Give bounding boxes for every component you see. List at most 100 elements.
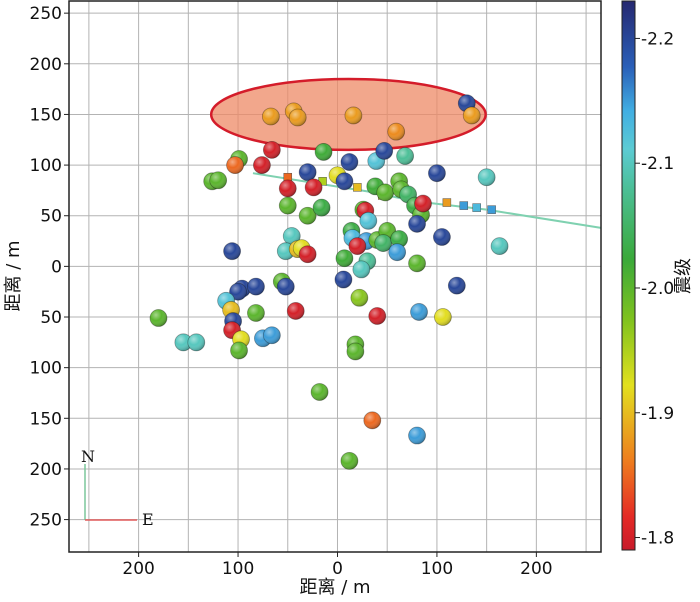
x-tick-label: 0 xyxy=(332,559,343,579)
y-tick-label: 200 xyxy=(30,55,62,75)
event-point xyxy=(346,342,365,361)
event-point xyxy=(298,245,317,264)
event-point xyxy=(350,288,369,307)
event-point-shade xyxy=(359,212,377,230)
event-point-shade xyxy=(408,427,426,445)
event-point-shade xyxy=(289,108,307,126)
event-point xyxy=(286,302,305,320)
event-point-shade xyxy=(279,179,297,197)
event-point xyxy=(376,183,395,202)
colorbar-tick-label: -1.8 xyxy=(641,529,674,549)
y-axis-title: 距离 / m xyxy=(3,240,24,311)
event-point-shade xyxy=(299,207,317,225)
event-point xyxy=(314,143,333,161)
y-tick-label: 50 xyxy=(40,308,62,328)
event-point xyxy=(278,179,297,198)
event-point-shade xyxy=(299,163,317,181)
event-point xyxy=(340,451,359,470)
events-layer xyxy=(149,94,509,470)
event-point xyxy=(247,277,265,296)
event-point-shade xyxy=(247,278,265,296)
event-point-shade xyxy=(305,178,323,196)
event-point xyxy=(230,341,248,360)
event-point-shade xyxy=(315,143,333,161)
event-point xyxy=(447,276,466,295)
event-point-shade xyxy=(230,341,248,359)
event-point xyxy=(174,333,193,352)
event-point-shade xyxy=(209,171,227,189)
event-point xyxy=(276,277,295,296)
colorbar-tick-label: -2.0 xyxy=(641,279,674,299)
event-point xyxy=(261,107,280,126)
event-point-shade xyxy=(344,106,362,124)
well-stage-marker xyxy=(459,201,469,210)
event-point-shade xyxy=(334,271,352,289)
event-point-shade xyxy=(187,333,205,351)
event-point-shade xyxy=(348,237,366,255)
event-point xyxy=(288,108,307,127)
event-point xyxy=(282,227,301,245)
event-point xyxy=(408,214,426,233)
event-point xyxy=(410,303,428,321)
event-point-shade xyxy=(340,452,358,470)
event-point-shade xyxy=(408,215,426,233)
event-point-shade xyxy=(226,156,244,174)
y-tick-label: 100 xyxy=(30,156,62,176)
colorbar xyxy=(621,0,636,551)
event-point xyxy=(433,308,452,326)
y-tick-label: 250 xyxy=(30,4,62,24)
grid xyxy=(69,1,601,552)
event-point xyxy=(428,164,446,183)
event-point xyxy=(490,237,509,256)
colorbar-tick-label: -2.2 xyxy=(641,29,674,49)
event-point xyxy=(247,304,265,322)
event-point xyxy=(229,282,247,301)
event-point-shade xyxy=(149,309,167,327)
event-point-shade xyxy=(408,254,426,272)
event-point-shade xyxy=(262,107,280,125)
event-point-shade xyxy=(311,383,329,401)
event-point-shade xyxy=(374,234,392,252)
event-point-shade xyxy=(388,243,406,261)
event-point xyxy=(396,147,415,165)
event-point-shade xyxy=(299,245,317,263)
event-point-shade xyxy=(414,195,432,213)
y-tick-label: 50 xyxy=(40,207,62,227)
y-tick-label: 100 xyxy=(30,359,62,379)
event-point xyxy=(388,243,407,262)
event-point-shade xyxy=(396,147,414,165)
y-tick-label: 150 xyxy=(30,105,62,125)
event-point-shade xyxy=(491,237,509,255)
event-point xyxy=(312,198,331,217)
event-point-shade xyxy=(247,304,265,322)
event-point xyxy=(209,171,228,190)
event-point xyxy=(334,270,353,289)
well-stage-marker xyxy=(472,203,481,212)
event-point xyxy=(298,206,317,225)
event-point-shade xyxy=(223,242,241,260)
x-tick-label: 200 xyxy=(520,559,552,579)
event-point-shade xyxy=(390,230,408,248)
event-point-shade xyxy=(410,303,428,321)
event-point-shade xyxy=(277,278,295,296)
event-point xyxy=(223,242,241,261)
event-point-shade xyxy=(352,260,370,278)
event-point xyxy=(352,260,371,279)
x-tick-label: 200 xyxy=(122,559,154,579)
colorbar-tick-label: -1.9 xyxy=(641,404,674,424)
event-point-shade xyxy=(376,183,394,201)
event-point-shade xyxy=(448,277,466,295)
y-tick-label: 0 xyxy=(51,257,62,277)
event-point xyxy=(348,237,367,256)
event-point-shade xyxy=(253,156,271,174)
well-stage-marker xyxy=(353,183,362,192)
y-tick-label: 200 xyxy=(30,460,62,480)
event-point xyxy=(359,211,378,230)
x-axis-title: 距离 / m xyxy=(299,577,370,598)
event-point xyxy=(335,249,354,268)
well-stage-marker xyxy=(487,205,496,214)
event-point xyxy=(408,426,426,445)
plot-frame xyxy=(68,0,602,553)
event-point xyxy=(226,156,244,174)
